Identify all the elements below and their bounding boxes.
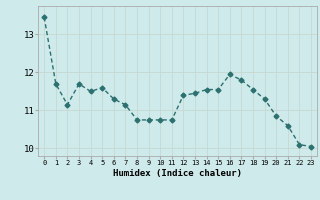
X-axis label: Humidex (Indice chaleur): Humidex (Indice chaleur) bbox=[113, 169, 242, 178]
